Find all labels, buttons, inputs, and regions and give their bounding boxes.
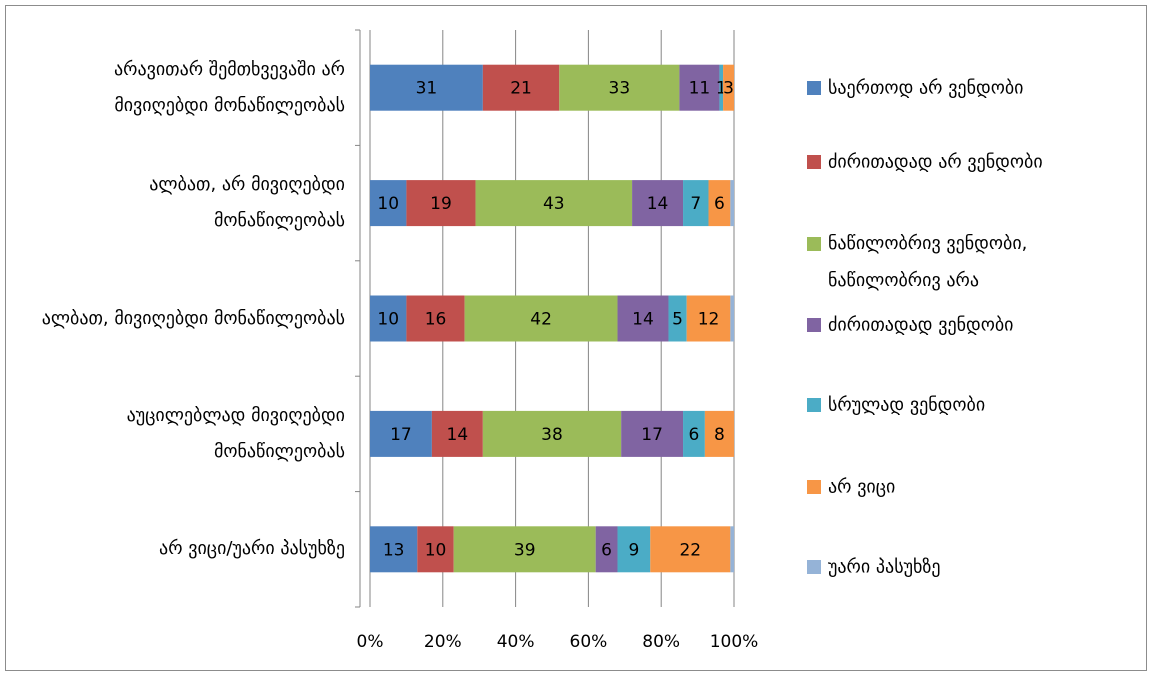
legend-label: საერთოდ არ ვენდობი <box>828 77 1024 99</box>
x-tick-label: 100% <box>710 632 759 652</box>
bar-segment <box>730 526 734 573</box>
legend-swatch <box>807 155 821 169</box>
data-label: 8 <box>714 425 725 445</box>
data-label: 14 <box>632 310 654 330</box>
legend-label: ძირითადად არ ვენდობი <box>828 151 1043 173</box>
legend-label: სრულად ვენდობი <box>828 394 986 416</box>
legend-label: ძირითადად ვენდობი <box>828 314 1014 336</box>
x-tick-label: 40% <box>497 632 535 652</box>
bar-segment <box>595 526 618 573</box>
legend-swatch <box>807 318 821 332</box>
category-label: არ ვიცი/უარი პასუხზე <box>159 538 345 560</box>
bar-segment <box>482 410 622 457</box>
bar-segment <box>370 295 407 342</box>
data-label: 17 <box>641 425 663 445</box>
bar-segment <box>719 64 724 111</box>
bar-segment <box>370 526 418 573</box>
data-label: 33 <box>609 79 631 99</box>
x-tick-label: 0% <box>357 632 384 652</box>
bar-segment <box>475 180 633 227</box>
bar-segment <box>708 180 731 227</box>
data-label: 21 <box>510 79 532 99</box>
data-label: 11 <box>689 79 711 99</box>
bar-segment <box>650 526 731 573</box>
bar-segment <box>617 295 669 342</box>
data-label: 6 <box>601 540 612 560</box>
bar-segment <box>617 526 651 573</box>
bar-segment <box>370 64 483 111</box>
bar-segment <box>683 180 709 227</box>
bar-segment <box>482 64 560 111</box>
data-label: 14 <box>647 194 669 214</box>
legend-swatch <box>807 398 821 412</box>
data-label: 39 <box>514 540 536 560</box>
legend-swatch <box>807 237 821 251</box>
data-label: 43 <box>543 194 565 214</box>
bar-segment <box>370 180 407 227</box>
data-label: 6 <box>689 425 700 445</box>
data-label: 10 <box>377 194 399 214</box>
data-label: 12 <box>698 310 720 330</box>
bar-segment <box>406 295 465 342</box>
legend-swatch <box>807 480 821 494</box>
data-label: 9 <box>628 540 639 560</box>
bar-segment <box>683 410 705 457</box>
category-label: ალბათ, მივიღებდი მონაწილეობას <box>41 307 345 329</box>
data-label: 10 <box>377 310 399 330</box>
bar-segment <box>406 180 476 227</box>
data-label: 14 <box>447 425 469 445</box>
chart-frame <box>5 5 1147 671</box>
bar-segment <box>704 410 734 457</box>
data-label: 13 <box>383 540 405 560</box>
bar-segment <box>453 526 596 573</box>
bar-segment <box>370 410 432 457</box>
legend-swatch <box>807 560 821 574</box>
bar-segment <box>632 180 684 227</box>
bar-segment <box>621 410 684 457</box>
data-label: 16 <box>425 310 447 330</box>
legend-label: ნაწილობრივ ვენდობი, ნაწილობრივ არა <box>828 233 1028 291</box>
data-label: 6 <box>714 194 725 214</box>
data-label: 17 <box>390 425 412 445</box>
data-label: 22 <box>679 540 701 560</box>
bar-segment <box>679 64 720 111</box>
data-label: 38 <box>541 425 563 445</box>
x-tick-label: 20% <box>424 632 462 652</box>
bar-segment <box>431 410 483 457</box>
data-label: 19 <box>430 194 452 214</box>
bar-segment <box>668 295 687 342</box>
bar-segment <box>417 526 454 573</box>
bar-segment <box>464 295 618 342</box>
category-label: აუცილებლად მივიღებდი მონაწილეობას <box>126 404 345 462</box>
x-tick-label: 80% <box>642 632 680 652</box>
data-label: 1 <box>716 79 727 99</box>
category-label: ალბათ, არ მივიღებდი მონაწილეობას <box>149 174 345 232</box>
legend-label: უარი პასუხზე <box>828 556 941 578</box>
bar-segment <box>730 180 734 227</box>
bar-segment <box>559 64 680 111</box>
bar-segment <box>723 64 734 111</box>
data-label: 5 <box>672 310 683 330</box>
data-label: 42 <box>530 310 552 330</box>
bar-segment <box>730 295 734 342</box>
x-tick-label: 60% <box>570 632 608 652</box>
data-label: 7 <box>690 194 701 214</box>
legend-swatch <box>807 81 821 95</box>
data-label: 3 <box>723 79 734 99</box>
data-label: 10 <box>425 540 447 560</box>
category-label: არავითარ შემთხვევაში არ მივიღებდი მონაწი… <box>114 58 345 116</box>
bar-segment <box>686 295 731 342</box>
data-label: 31 <box>416 79 438 99</box>
legend-label: არ ვიცი <box>828 476 896 498</box>
